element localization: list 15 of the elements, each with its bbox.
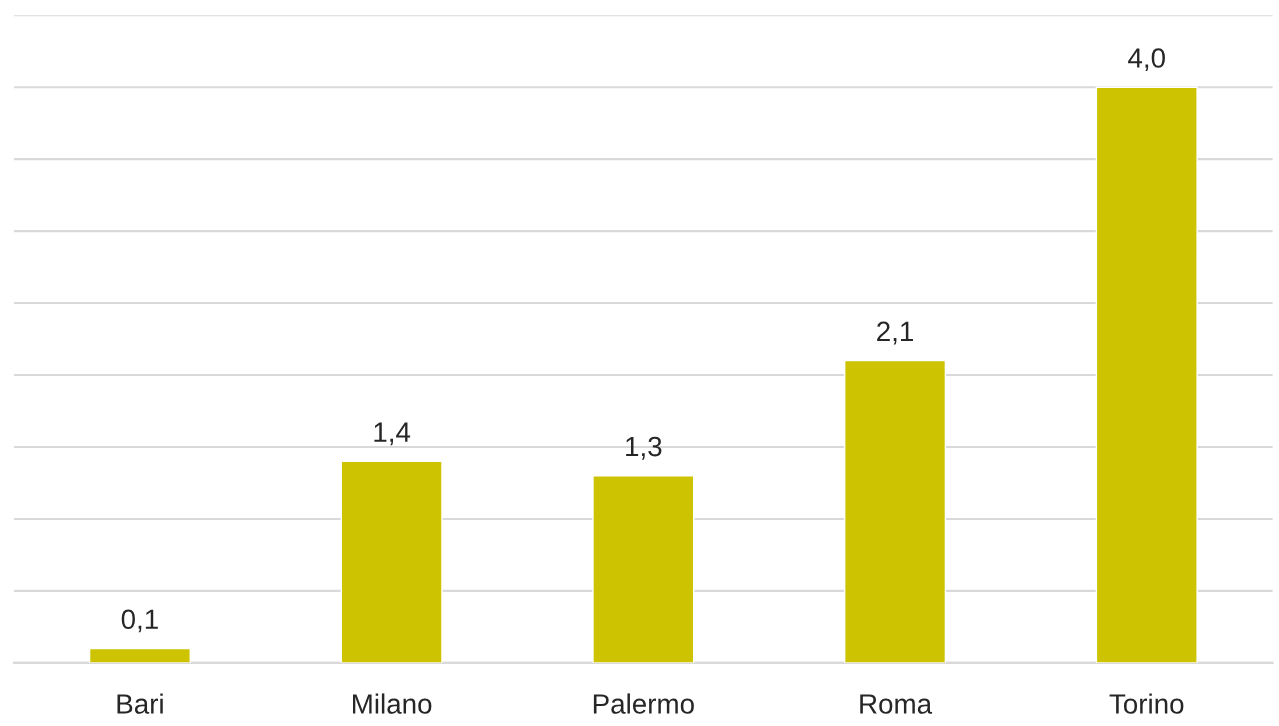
x-tick-label: Bari xyxy=(117,693,163,714)
x-tick-label: Palermo xyxy=(593,693,694,714)
data-label: 1,3 xyxy=(626,436,662,460)
bar xyxy=(592,475,695,663)
data-label: 1,4 xyxy=(374,422,411,446)
x-tick-label: Torino xyxy=(1109,693,1184,714)
bar xyxy=(88,647,191,663)
x-tick-label: Roma xyxy=(860,694,933,714)
x-tick-label: Milano xyxy=(353,693,432,714)
bar xyxy=(340,460,443,663)
bar xyxy=(1095,86,1198,663)
data-label: 2,1 xyxy=(877,321,913,345)
data-label: 0,1 xyxy=(121,609,158,633)
bar xyxy=(844,359,947,663)
data-label: 4,0 xyxy=(1128,48,1165,72)
